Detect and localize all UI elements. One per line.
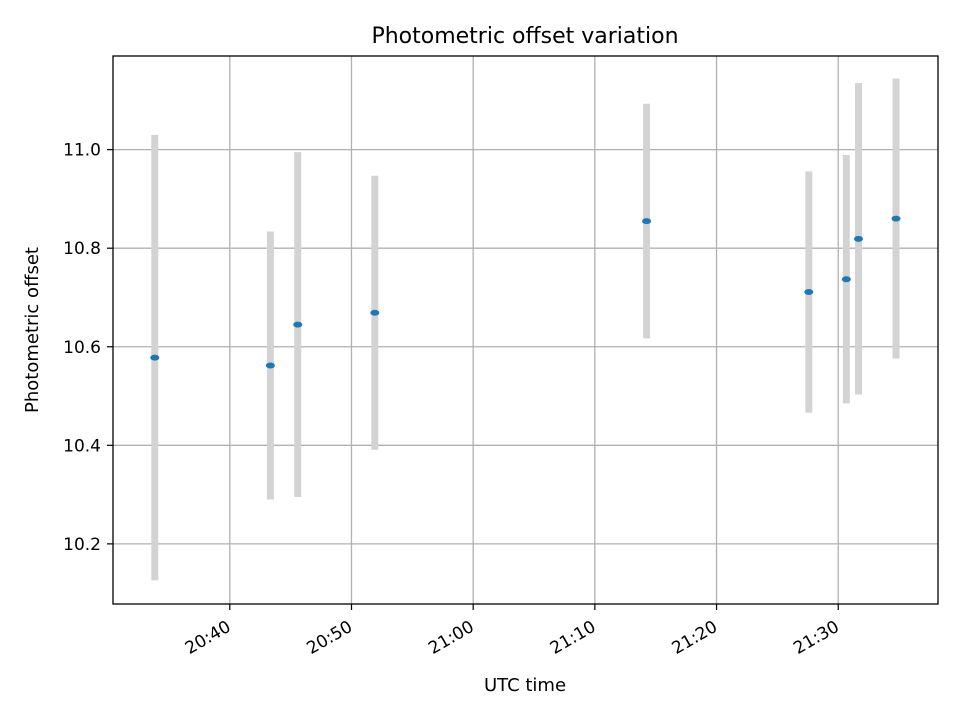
data-point [891, 215, 901, 222]
x-axis-label: UTC time [484, 675, 566, 696]
y-axis: 10.2 10.4 10.6 10.8 11.0 [63, 141, 113, 555]
y-axis-label: Photometric offset [22, 247, 43, 413]
data-point [293, 321, 303, 328]
plot-frame [112, 55, 939, 605]
data-point [854, 235, 864, 242]
y-tick-label: 11.0 [63, 141, 101, 161]
data-point [370, 309, 380, 316]
grid [113, 56, 938, 604]
y-tick-label: 10.2 [63, 535, 101, 555]
chart-title: Photometric offset variation [371, 24, 678, 49]
y-tick-label: 10.8 [63, 239, 101, 259]
y-tick-label: 10.6 [63, 338, 101, 358]
data-point [642, 218, 652, 225]
data-points [150, 215, 901, 369]
data-point [265, 362, 275, 369]
data-point [150, 354, 160, 361]
data-point [841, 276, 851, 283]
y-tick-label: 10.4 [63, 436, 101, 456]
data-point [804, 289, 814, 296]
